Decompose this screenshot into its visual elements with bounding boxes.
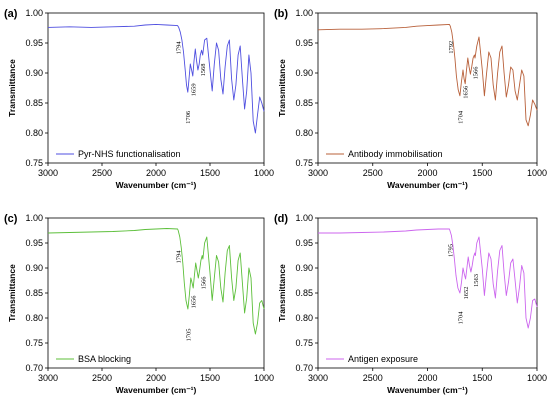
legend-label: Antibody immobilisation (348, 149, 443, 159)
chart-panel: (c) 0.70 0.75 0.80 0.85 0.90 0.95 1.00 3000 2500 2… (4, 213, 274, 395)
y-tick-label: 0.85 (25, 98, 43, 108)
x-tick-label: 1500 (200, 373, 220, 383)
y-tick-label: 0.80 (25, 128, 43, 138)
y-axis-title: Transmittance (277, 59, 287, 117)
y-tick-label: 0.95 (25, 238, 43, 248)
legend-label: BSA blocking (78, 354, 131, 364)
peak-annotation: 1794 (176, 41, 183, 55)
x-axis-title: Wavenumber (cm⁻¹) (116, 180, 197, 190)
chart-panel: (a) 0.75 0.80 0.85 0.90 0.95 1.00 3000 2500 2000 1… (4, 8, 274, 190)
plot-frame (47, 217, 265, 369)
series-line (317, 23, 538, 127)
peak-annotation: 1656 (191, 295, 198, 309)
x-tick-label: 1500 (200, 168, 220, 178)
x-tick-label: 2500 (92, 168, 112, 178)
panel-label: (a) (4, 8, 18, 20)
y-tick-label: 0.75 (295, 338, 313, 348)
x-tick-label: 2000 (146, 168, 166, 178)
x-tick-label: 2500 (363, 168, 383, 178)
peak-annotation: 1792 (448, 41, 455, 54)
y-tick-label: 0.95 (295, 238, 313, 248)
chart-panel: (d) 0.70 0.75 0.80 0.85 0.90 0.95 1.00 3000 2500 2… (274, 213, 547, 395)
x-axis-title: Wavenumber (cm⁻¹) (387, 385, 468, 395)
peak-annotation: 1795 (447, 244, 454, 257)
x-tick-label: 2000 (417, 373, 437, 383)
x-tick-label: 1500 (472, 373, 492, 383)
panel-label: (d) (274, 213, 288, 225)
y-axis-title: Transmittance (7, 59, 17, 117)
y-tick-label: 0.85 (295, 288, 313, 298)
y-tick-label: 0.75 (295, 158, 313, 168)
y-tick-label: 0.90 (25, 68, 43, 78)
y-tick-label: 0.70 (295, 363, 313, 373)
y-axis-title: Transmittance (7, 264, 17, 322)
x-tick-label: 2000 (417, 168, 437, 178)
y-tick-label: 0.80 (25, 313, 43, 323)
x-tick-label: 1500 (472, 168, 492, 178)
plot-frame (317, 217, 538, 369)
y-tick-label: 0.90 (295, 263, 313, 273)
y-tick-label: 0.75 (25, 338, 43, 348)
series-line (47, 228, 265, 335)
peak-annotation: 1704 (457, 110, 464, 124)
y-tick-label: 0.95 (25, 38, 43, 48)
series-line (47, 23, 265, 134)
y-axis-title: Transmittance (277, 264, 287, 322)
y-tick-label: 0.95 (295, 38, 313, 48)
x-tick-label: 3000 (308, 373, 328, 383)
series-line (318, 228, 538, 329)
x-tick-label: 1000 (527, 373, 547, 383)
peak-annotation: 1656 (463, 85, 470, 99)
x-tick-label: 3000 (38, 373, 58, 383)
chart-panel: (b) 0.75 0.80 0.85 0.90 0.95 1.00 3000 2500 2000 1… (274, 8, 547, 190)
peak-annotation: 1705 (185, 329, 192, 342)
plot-frame (47, 12, 265, 164)
x-tick-label: 2500 (363, 373, 383, 383)
y-tick-label: 0.85 (25, 288, 43, 298)
x-tick-label: 3000 (308, 168, 328, 178)
peak-annotation: 1563 (473, 274, 480, 287)
x-tick-label: 1000 (254, 168, 274, 178)
plot-frame (317, 12, 538, 164)
peak-annotation: 1566 (473, 66, 480, 80)
y-tick-label: 0.75 (25, 158, 43, 168)
x-axis-title: Wavenumber (cm⁻¹) (387, 180, 468, 190)
peak-annotation: 1566 (200, 276, 207, 290)
legend-label: Pyr-NHS functionalisation (78, 149, 181, 159)
peak-annotation: 1659 (190, 83, 197, 96)
x-tick-label: 2000 (146, 373, 166, 383)
legend-label: Antigen exposure (348, 354, 418, 364)
y-tick-label: 1.00 (25, 213, 43, 223)
x-tick-label: 1000 (527, 168, 547, 178)
panel-label: (c) (4, 213, 18, 225)
x-tick-label: 1000 (254, 373, 274, 383)
y-tick-label: 0.70 (25, 363, 43, 373)
y-tick-label: 0.90 (25, 263, 43, 273)
y-tick-label: 0.90 (295, 68, 313, 78)
peak-annotation: 1568 (200, 64, 207, 77)
y-tick-label: 0.80 (295, 313, 313, 323)
peak-annotation: 1704 (457, 311, 464, 325)
peak-annotation: 1652 (463, 287, 470, 300)
peak-annotation: 1794 (176, 250, 183, 264)
x-tick-label: 2500 (92, 373, 112, 383)
x-axis-title: Wavenumber (cm⁻¹) (116, 385, 197, 395)
y-tick-label: 1.00 (295, 213, 313, 223)
x-tick-label: 3000 (38, 168, 58, 178)
y-tick-label: 0.80 (295, 128, 313, 138)
peak-annotation: 1706 (185, 110, 192, 124)
panel-label: (b) (274, 8, 288, 20)
y-tick-label: 1.00 (295, 8, 313, 18)
y-tick-label: 1.00 (25, 8, 43, 18)
y-tick-label: 0.85 (295, 98, 313, 108)
